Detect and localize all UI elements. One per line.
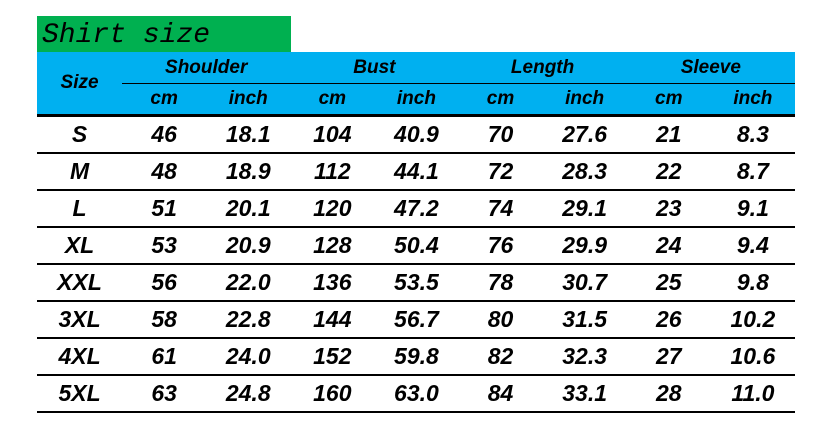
measurement-cell: 44.1 bbox=[374, 152, 459, 190]
measurement-cell: 11.0 bbox=[710, 374, 795, 413]
measurement-cell: 28.3 bbox=[542, 152, 627, 190]
measurement-cell: 104 bbox=[290, 114, 375, 153]
measurement-cell: 24.8 bbox=[206, 374, 291, 413]
size-label: 3XL bbox=[37, 300, 123, 338]
measurement-cell: 26 bbox=[626, 300, 711, 338]
measurement-cell: 27.6 bbox=[542, 114, 627, 153]
measurement-cell: 144 bbox=[290, 300, 375, 338]
size-label: L bbox=[37, 189, 123, 227]
size-label: XL bbox=[37, 226, 123, 264]
measurement-cell: 18.1 bbox=[206, 114, 291, 153]
measurement-cell: 29.9 bbox=[542, 226, 627, 264]
measurement-cell: 9.8 bbox=[710, 263, 795, 301]
measurement-cell: 70 bbox=[458, 114, 543, 153]
measurement-cell: 160 bbox=[290, 374, 375, 413]
table-row: XL 53 20.9 128 50.4 76 29.9 24 9.4 bbox=[37, 226, 795, 264]
measurement-cell: 56.7 bbox=[374, 300, 459, 338]
measurement-cell: 32.3 bbox=[542, 337, 627, 375]
table-row: XXL 56 22.0 136 53.5 78 30.7 25 9.8 bbox=[37, 263, 795, 301]
measurement-cell: 9.4 bbox=[710, 226, 795, 264]
measurement-cell: 46 bbox=[122, 114, 207, 153]
size-label: 5XL bbox=[37, 374, 123, 413]
unit-header: inch bbox=[374, 83, 459, 116]
group-header-shoulder: Shoulder bbox=[122, 52, 291, 84]
measurement-cell: 30.7 bbox=[542, 263, 627, 301]
table-row: L 51 20.1 120 47.2 74 29.1 23 9.1 bbox=[37, 189, 795, 227]
chart-title-banner: Shirt size bbox=[37, 16, 291, 52]
measurement-cell: 76 bbox=[458, 226, 543, 264]
size-label: S bbox=[37, 114, 123, 153]
measurement-cell: 72 bbox=[458, 152, 543, 190]
measurement-cell: 128 bbox=[290, 226, 375, 264]
measurement-cell: 59.8 bbox=[374, 337, 459, 375]
measurement-cell: 22.0 bbox=[206, 263, 291, 301]
unit-header: cm bbox=[122, 83, 207, 116]
unit-header: inch bbox=[206, 83, 291, 116]
measurement-cell: 112 bbox=[290, 152, 375, 190]
measurement-cell: 136 bbox=[290, 263, 375, 301]
unit-header: inch bbox=[542, 83, 627, 116]
unit-header: cm bbox=[290, 83, 375, 116]
measurement-cell: 10.6 bbox=[710, 337, 795, 375]
size-header: Size bbox=[37, 52, 123, 116]
measurement-cell: 31.5 bbox=[542, 300, 627, 338]
size-label: M bbox=[37, 152, 123, 190]
measurement-cell: 61 bbox=[122, 337, 207, 375]
unit-header: cm bbox=[458, 83, 543, 116]
measurement-cell: 20.9 bbox=[206, 226, 291, 264]
measurement-cell: 24.0 bbox=[206, 337, 291, 375]
table-row: 5XL 63 24.8 160 63.0 84 33.1 28 11.0 bbox=[37, 374, 795, 413]
size-label: XXL bbox=[37, 263, 123, 301]
measurement-cell: 53.5 bbox=[374, 263, 459, 301]
measurement-cell: 23 bbox=[626, 189, 711, 227]
measurement-cell: 74 bbox=[458, 189, 543, 227]
measurement-cell: 47.2 bbox=[374, 189, 459, 227]
measurement-cell: 40.9 bbox=[374, 114, 459, 153]
measurement-cell: 51 bbox=[122, 189, 207, 227]
unit-header: inch bbox=[710, 83, 795, 116]
measurement-cell: 29.1 bbox=[542, 189, 627, 227]
measurement-cell: 22.8 bbox=[206, 300, 291, 338]
measurement-cell: 48 bbox=[122, 152, 207, 190]
group-header-bust: Bust bbox=[290, 52, 459, 84]
measurement-cell: 20.1 bbox=[206, 189, 291, 227]
measurement-cell: 8.3 bbox=[710, 114, 795, 153]
measurement-cell: 10.2 bbox=[710, 300, 795, 338]
measurement-cell: 21 bbox=[626, 114, 711, 153]
measurement-cell: 53 bbox=[122, 226, 207, 264]
measurement-cell: 28 bbox=[626, 374, 711, 413]
measurement-cell: 80 bbox=[458, 300, 543, 338]
table-row: S 46 18.1 104 40.9 70 27.6 21 8.3 bbox=[37, 114, 795, 153]
measurement-cell: 33.1 bbox=[542, 374, 627, 413]
measurement-cell: 50.4 bbox=[374, 226, 459, 264]
measurement-cell: 82 bbox=[458, 337, 543, 375]
measurement-cell: 9.1 bbox=[710, 189, 795, 227]
measurement-cell: 22 bbox=[626, 152, 711, 190]
measurement-cell: 25 bbox=[626, 263, 711, 301]
measurement-cell: 27 bbox=[626, 337, 711, 375]
size-label: 4XL bbox=[37, 337, 123, 375]
chart-title: Shirt size bbox=[42, 20, 211, 51]
size-table: Size Shoulder Bust Length Sleeve cm inch c… bbox=[37, 52, 795, 413]
group-header-sleeve: Sleeve bbox=[626, 52, 795, 84]
table-row: 3XL 58 22.8 144 56.7 80 31.5 26 10.2 bbox=[37, 300, 795, 338]
measurement-cell: 24 bbox=[626, 226, 711, 264]
measurement-cell: 58 bbox=[122, 300, 207, 338]
measurement-cell: 152 bbox=[290, 337, 375, 375]
unit-header: cm bbox=[626, 83, 711, 116]
measurement-cell: 18.9 bbox=[206, 152, 291, 190]
table-row: 4XL 61 24.0 152 59.8 82 32.3 27 10.6 bbox=[37, 337, 795, 375]
measurement-cell: 63 bbox=[122, 374, 207, 413]
group-header-length: Length bbox=[458, 52, 627, 84]
measurement-cell: 63.0 bbox=[374, 374, 459, 413]
table-row: M 48 18.9 112 44.1 72 28.3 22 8.7 bbox=[37, 152, 795, 190]
measurement-cell: 8.7 bbox=[710, 152, 795, 190]
measurement-cell: 56 bbox=[122, 263, 207, 301]
measurement-cell: 78 bbox=[458, 263, 543, 301]
measurement-cell: 120 bbox=[290, 189, 375, 227]
measurement-cell: 84 bbox=[458, 374, 543, 413]
